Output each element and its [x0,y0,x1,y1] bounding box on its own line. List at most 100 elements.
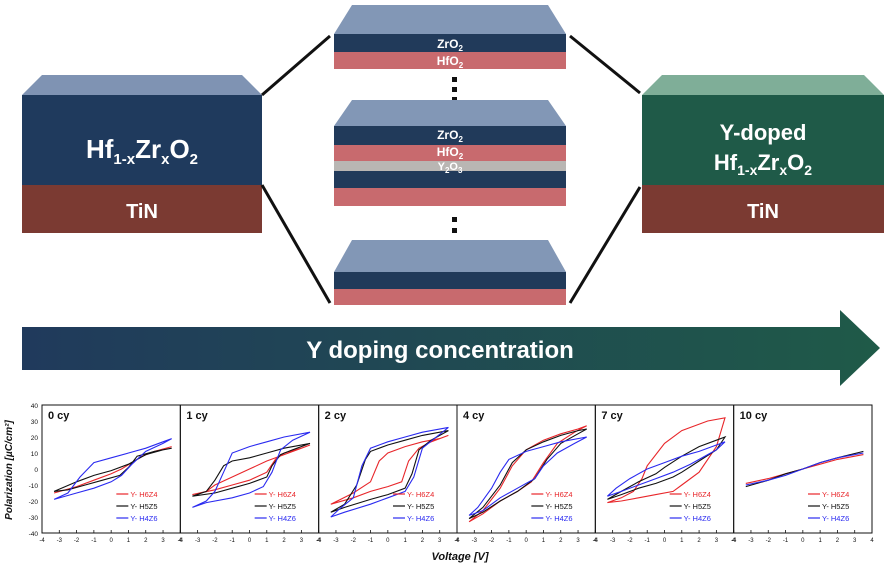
legend-entry: Y- H4Z6 [407,514,434,523]
right-oxide-layer [642,95,884,185]
legend-entry: Y- H5Z5 [684,502,711,511]
mid-top-zro2-layer [334,34,566,52]
x-tick-label: -1 [645,538,651,544]
x-tick-label: 2 [421,538,425,544]
panel-title: 0 cy [48,410,70,422]
x-tick-label: 4 [594,538,598,544]
legend-entry: Y- H4Z6 [545,514,572,523]
legend-entry: Y- H4Z6 [130,514,157,523]
x-tick-label: 1 [403,538,407,544]
x-tick-label: 4 [870,538,874,544]
series-loop-1 [468,428,587,520]
y-tick-label: 10 [31,451,39,458]
mid-bottom-zro2-layer [334,272,566,289]
y-tick-label: -10 [29,483,39,490]
x-tick-label: 3 [853,538,857,544]
x-tick-label: 1 [680,538,684,544]
series-loop-2 [330,426,449,518]
x-tick-label: 3 [300,538,304,544]
mid-top-top-face [334,5,566,34]
series-loop-1 [607,435,727,500]
y-tick-label: 40 [31,403,39,410]
left-tin-label: TiN [126,201,158,223]
x-tick-label: 2 [836,538,840,544]
series-loop-0 [607,417,726,504]
mid-center-hfo2-label: HfO2 [437,145,464,161]
x-tick-label: -2 [351,538,357,544]
doping-arrow-label: Y doping concentration [306,337,574,364]
x-tick-label: 3 [715,538,719,544]
panel-title: 1 cy [186,410,208,422]
y-axis-label: Polarization [µC/cm²] [4,420,15,520]
panel-frame [456,404,596,534]
x-tick-label: 1 [265,538,269,544]
legend-entry: Y- H6Z4 [269,490,296,499]
mid-top-hfo2-layer [334,52,566,69]
x-tick-label: 1 [127,538,131,544]
series-loop-0 [53,446,172,494]
mid-top-zro2-label: ZrO2 [437,37,463,53]
legend-entry: Y- H6Z4 [545,490,572,499]
y-tick-label: -30 [29,515,39,522]
y-tick-label: -20 [29,499,39,506]
x-tick-label: -2 [766,538,772,544]
mid-center-zro2-lower-layer [334,171,566,188]
mid-top-hfo2-label: HfO2 [437,54,464,70]
legend-entry: Y- H5Z5 [545,502,572,511]
mid-center-hfo2-lower-layer [334,188,566,206]
series-loop-0 [330,434,449,505]
middle-bottom-stack [334,240,566,305]
middle-center-stack: ZrO2 HfO2 Y2O3 [334,100,566,206]
vertical-ellipsis-upper [452,77,457,102]
left-oxide-label: Hf1-xZrxO2 [86,134,198,168]
y-tick-label: -40 [29,531,39,538]
x-tick-label: 4 [179,538,183,544]
mid-center-y2o3-layer [334,161,566,171]
x-tick-label: -1 [783,538,789,544]
y-axis-ticks: 40 30 20 10 0 -10 -20 -30 -40 [29,403,39,538]
left-oxide-layer [22,95,262,185]
x-tick-label: -4 [454,538,460,544]
right-oxide-line1: Y-doped [720,120,807,145]
series-loop-2 [53,438,172,500]
mid-center-hfo2-layer [334,145,566,161]
x-tick-label: 2 [559,538,563,544]
x-tick-label: -4 [178,538,184,544]
x-tick-label: -4 [316,538,322,544]
legend-entry: Y- H6Z4 [130,490,157,499]
legend-entry: Y- H5Z5 [269,502,296,511]
legend-entry: Y- H6Z4 [407,490,434,499]
series-loop-2 [468,436,587,516]
x-tick-label: 2 [697,538,701,544]
x-tick-label: -3 [610,538,616,544]
x-tick-label: 0 [386,538,390,544]
mid-center-zro2-layer [334,126,566,145]
x-tick-label: 1 [542,538,546,544]
x-tick-label: 0 [248,538,252,544]
x-tick-label: 2 [282,538,286,544]
left-stack: Hf1-xZrxO2 TiN [22,75,262,233]
legend-entry: Y- H5Z5 [822,502,849,511]
x-tick-label: -4 [593,538,599,544]
right-oxide-line2: Hf1-xZrxO2 [714,150,812,178]
legend-entry: Y- H4Z6 [684,514,711,523]
doping-arrow: Y doping concentration [22,310,880,386]
series-loop-2 [607,441,726,497]
mid-center-top-face [334,100,566,126]
mid-bottom-top-face [334,240,566,272]
left-tin-layer [22,185,262,233]
panel-3: -4 -3 -2 -1 0 1 2 3 4 4 cy Y- H6Z4 Y- H5Z5 Y- H4Z6 [454,404,598,544]
right-stack: Y-doped Hf1-xZrxO2 TiN [642,75,884,233]
x-tick-label: -1 [91,538,97,544]
panel-5: -4 -3 -2 -1 0 1 2 3 4 10 cy Y- H6Z4 Y- H5Z5 Y- H4Z6 [731,404,874,544]
legend-entry: Y- H5Z5 [130,502,157,511]
middle-top-stack: ZrO2 HfO2 [334,5,566,70]
legend-entry: Y- H4Z6 [822,514,849,523]
panel-title: 4 cy [463,410,485,422]
series-loop-1 [330,430,449,513]
doping-arrow-shape [22,310,880,386]
mid-bottom-hfo2-layer [334,289,566,305]
series-loop-2 [745,452,864,486]
connector-right-bottom [568,186,642,304]
connector-right-top [569,34,641,95]
